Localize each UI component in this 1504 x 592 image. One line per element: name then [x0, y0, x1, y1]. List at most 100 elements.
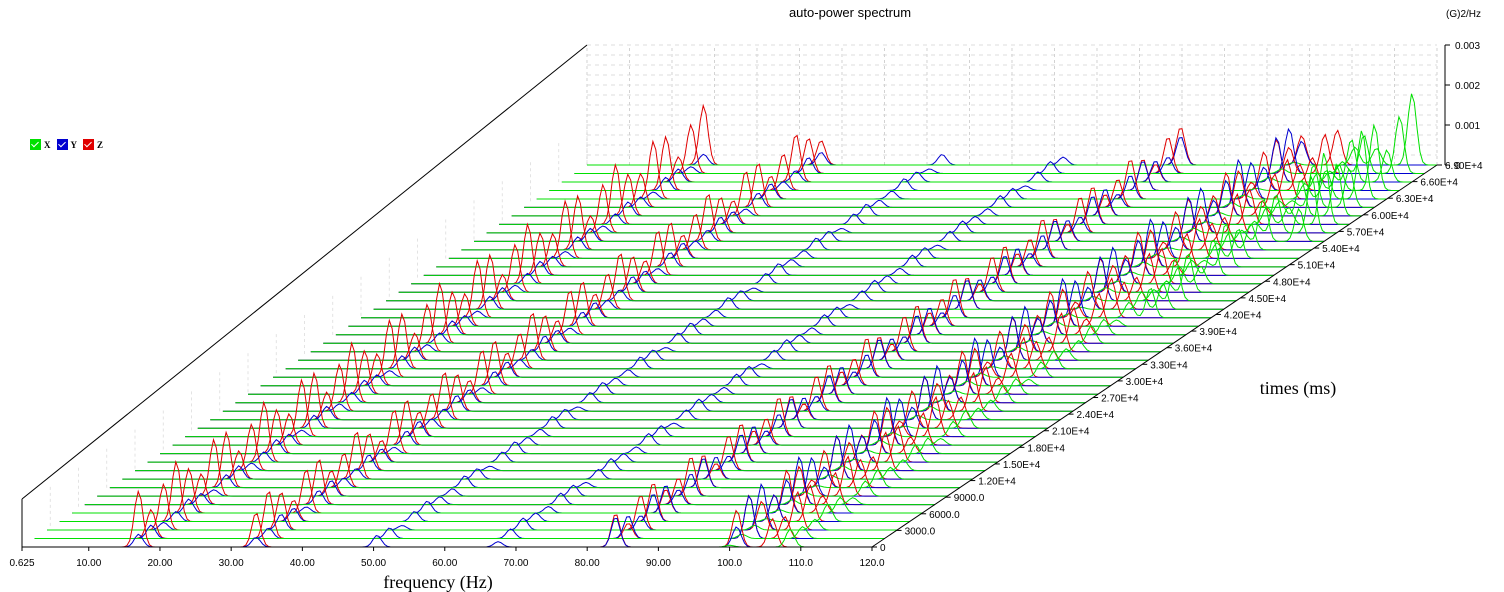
legend-item-z[interactable]: Z	[83, 139, 103, 150]
legend-label-x: X	[44, 139, 51, 150]
time-tick-label: 1.80E+4	[1027, 443, 1065, 454]
time-tick-label: 5.70E+4	[1347, 227, 1385, 238]
time-tick-label: 1.20E+4	[978, 477, 1016, 488]
series-trace-x	[574, 115, 1425, 175]
series-trace-z	[524, 163, 1375, 208]
series-trace-x	[486, 175, 1337, 234]
series-trace-z	[348, 281, 1199, 327]
series-trace-x	[549, 123, 1400, 191]
legend-label-y: Y	[70, 139, 78, 150]
y-tick-label: 0.002	[1455, 81, 1480, 92]
x-tick-label: 10.00	[76, 558, 101, 569]
series-trace-x	[72, 496, 923, 514]
time-tick-label: 4.20E+4	[1224, 310, 1262, 321]
series-trace-y	[210, 375, 1061, 421]
spectrum-frame	[436, 218, 1287, 268]
chart-title: auto-power spectrum	[789, 5, 911, 20]
series-trace-z	[436, 222, 1287, 268]
legend-label-z: Z	[97, 139, 104, 150]
x-tick-label: 110.0	[789, 558, 814, 569]
spectrum-frame	[84, 456, 935, 506]
series-trace-z	[260, 340, 1111, 387]
series-trace-x	[361, 287, 1211, 319]
time-tick-label: 1.50E+4	[1003, 460, 1041, 471]
series-trace-y	[411, 256, 1262, 285]
time-tick-label: 3.00E+4	[1126, 377, 1164, 388]
series-trace-y	[373, 280, 1224, 310]
time-tick-label: 2.70E+4	[1101, 394, 1139, 405]
x-tick-label: 80.00	[575, 558, 600, 569]
time-tick-label: 3000.0	[905, 526, 936, 537]
spectrum-frame	[348, 277, 1199, 327]
legend-item-x[interactable]: X	[30, 139, 51, 150]
series-trace-y	[122, 434, 973, 480]
checkbox-icon[interactable]	[30, 139, 41, 150]
x-tick-label: 0.625	[9, 558, 34, 569]
checkbox-icon[interactable]	[56, 139, 68, 150]
time-tick-label: 3.60E+4	[1175, 344, 1213, 355]
spectrum-frame	[172, 396, 1023, 446]
series-trace-x	[310, 339, 1161, 353]
series-trace-x	[398, 253, 1249, 293]
legend-item-y[interactable]: Y	[56, 139, 78, 150]
series-trace-y	[197, 399, 1048, 429]
time-tick-label: 4.50E+4	[1248, 294, 1286, 305]
time-tick-label: 5.10E+4	[1298, 261, 1336, 272]
checkbox-icon[interactable]	[83, 139, 94, 150]
time-tick-label: 5.40E+4	[1322, 244, 1360, 255]
spectrum-frame	[72, 467, 923, 514]
y-tick-label: 0.001	[1455, 121, 1480, 132]
x-tick-label: 100.0	[717, 558, 742, 569]
series-trace-y	[461, 220, 1312, 251]
x-axis-title: frequency (Hz)	[383, 572, 492, 592]
time-tick-label: 3.30E+4	[1150, 360, 1188, 371]
series-trace-x	[197, 409, 1048, 429]
time-tick-label: 2.10E+4	[1052, 427, 1090, 438]
series-trace-x	[461, 223, 1312, 251]
series-trace-x	[448, 228, 1299, 259]
spectrum-traces	[22, 93, 1437, 548]
time-tick-label: 6000.0	[929, 510, 960, 521]
x-tick-label: 40.00	[290, 558, 315, 569]
spectrum-frame	[524, 158, 1375, 208]
series-trace-y	[22, 517, 872, 548]
spectrum-frame	[260, 337, 1111, 387]
series-trace-x	[135, 459, 985, 472]
x-tick-label: 20.00	[147, 558, 172, 569]
series-trace-x	[499, 153, 1350, 225]
series-trace-y	[323, 315, 1174, 344]
x-tick-label: 60.00	[432, 558, 457, 569]
series-trace-y	[109, 458, 960, 489]
back-wall-grid	[21, 44, 1438, 545]
series-trace-y	[235, 375, 1086, 404]
time-tick-label: 6.30E+4	[1396, 194, 1434, 205]
spectrum-frame	[499, 153, 1350, 225]
series-trace-x	[285, 350, 1136, 370]
series-trace-y	[59, 494, 910, 522]
axes: 0.625 10.00 20.00 30.00 40.00 50.00 60.00 70.00…	[9, 41, 1482, 569]
series-trace-x	[47, 518, 898, 531]
time-tick-label: 6.00E+4	[1371, 211, 1409, 222]
series-trace-y	[549, 161, 1400, 191]
time-tick-label: 9000.0	[954, 493, 985, 504]
y-tick-label: 0	[1455, 161, 1461, 172]
series-trace-y	[499, 196, 1350, 225]
series-trace-y	[285, 339, 1136, 370]
series-trace-z	[84, 459, 935, 506]
time-tick-label: 4.80E+4	[1273, 277, 1311, 288]
x-tick-label: 120.0	[859, 558, 884, 569]
time-tick-label: 6.90E+4	[1445, 161, 1483, 172]
series-trace-y	[147, 434, 998, 463]
time-tick-label: 2.40E+4	[1077, 410, 1115, 421]
series-trace-x	[373, 283, 1224, 310]
series-trace-z	[172, 400, 1023, 446]
x-tick-label: 30.00	[219, 558, 244, 569]
spectrum-frame	[549, 123, 1400, 191]
top-edge-line	[21, 44, 588, 500]
legend: X Y Z	[30, 139, 103, 150]
time-tick-label: 0	[880, 543, 886, 554]
series-trace-x	[109, 469, 960, 489]
time-axis-title: times (ms)	[1260, 378, 1337, 399]
time-axis-line	[871, 164, 1438, 548]
